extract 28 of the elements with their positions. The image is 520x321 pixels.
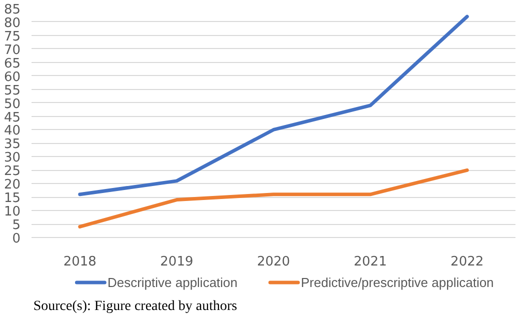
line-series <box>78 14 469 196</box>
x-tick-label: 2019 <box>160 254 194 270</box>
y-tick-label: 85 <box>4 2 21 18</box>
y-tick-label: 60 <box>4 70 21 85</box>
y-tick-label: 0 <box>12 232 21 246</box>
y-tick-label: 55 <box>4 83 21 98</box>
legend-label: Predictive/prescriptive application <box>300 275 494 290</box>
x-tick-label: 2018 <box>63 254 96 270</box>
x-tick-label: 2020 <box>256 254 290 270</box>
y-tick-label: 40 <box>4 124 21 139</box>
y-tick-label: 80 <box>4 16 21 31</box>
y-tick-label: 25 <box>4 164 21 180</box>
y-tick-label: 50 <box>4 96 21 112</box>
x-tick-label: 2021 <box>354 254 387 270</box>
source-note: Source(s): Figure created by authors <box>33 299 238 314</box>
y-tick-label: 75 <box>4 29 21 44</box>
y-tick-label: 30 <box>4 150 21 166</box>
y-tick-label: 65 <box>4 56 21 72</box>
legend-label: Descriptive application <box>107 275 238 290</box>
line-series <box>78 168 469 228</box>
y-tick-label: 15 <box>4 191 21 206</box>
x-tick-label: 2022 <box>450 254 484 270</box>
y-tick-label: 10 <box>4 204 21 220</box>
y-tick-label: 70 <box>4 42 21 58</box>
y-tick-label: 45 <box>4 110 21 126</box>
y-tick-label: 20 <box>4 178 21 193</box>
y-tick-label: 35 <box>4 137 21 152</box>
y-tick-label: 5 <box>12 218 21 234</box>
